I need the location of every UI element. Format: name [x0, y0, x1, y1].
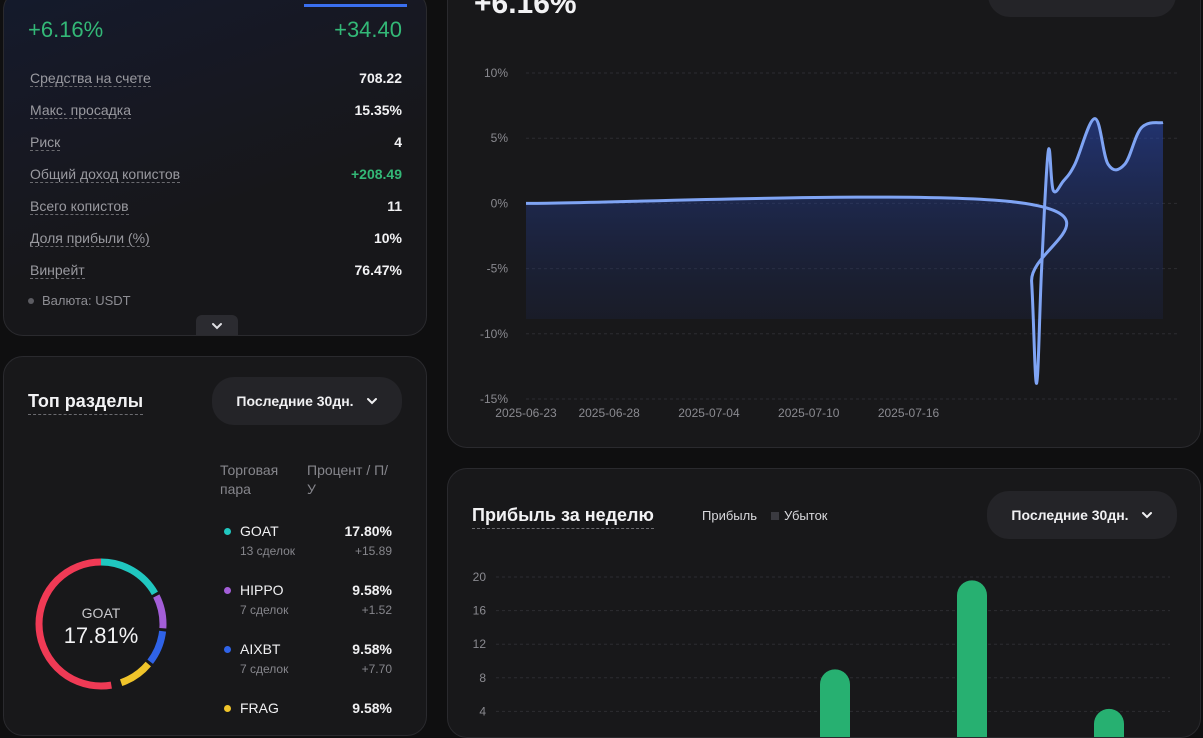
stat-row-copier-income: Общий доход копистов +208.49 — [30, 166, 402, 183]
top-sections-title[interactable]: Топ разделы — [28, 391, 144, 415]
col-header-pct: Процент / П/У — [307, 462, 389, 497]
roi-line-chart: 10% 5% 0% -5% -10% -15%2025-06-23 2025-06-28 20… — [480, 66, 1178, 420]
x-tick-label: 2025-06-28 — [578, 406, 640, 420]
expand-button[interactable] — [196, 315, 238, 335]
x-tick-label: 2025-07-04 — [678, 406, 740, 420]
y-tick-label: 8 — [479, 671, 486, 685]
legend-profit: Прибыль — [702, 508, 757, 523]
x-tick-label: 2025-07-16 — [878, 406, 940, 420]
roi-period-button[interactable] — [988, 0, 1176, 17]
active-tab-indicator — [304, 4, 407, 7]
top-sections-card: Топ разделы Последние 30дн. Торговая пар… — [3, 356, 427, 736]
stat-row-winrate: Винрейт 76.47% — [30, 262, 402, 279]
weekly-profit-bar-chart: 20 16 12 8 4 — [473, 570, 1170, 738]
stat-row-profit-share: Доля прибыли (%) 10% — [30, 230, 402, 247]
pairs-donut-chart — [35, 558, 167, 690]
legend-dot-icon — [224, 528, 231, 535]
roi-line[interactable] — [525, 117, 1164, 385]
stat-row-drawdown: Макс. просадка 15.35% — [30, 102, 402, 119]
roi-value: +6.16% — [28, 17, 104, 42]
y-tick-label: -10% — [480, 327, 508, 341]
y-tick-label: 5% — [491, 131, 509, 145]
y-tick-label: 4 — [479, 704, 486, 718]
y-tick-label: -5% — [487, 262, 509, 276]
x-tick-label: 2025-07-10 — [778, 406, 840, 420]
legend-loss: Убыток — [771, 508, 828, 523]
chevron-down-icon — [1141, 512, 1152, 519]
donut-segment-goat[interactable] — [35, 558, 167, 690]
donut-segment-hippo[interactable] — [35, 558, 167, 690]
legend-dot-icon — [224, 705, 231, 712]
y-tick-label: 20 — [473, 570, 487, 584]
pnl-value: +34.40 — [334, 17, 402, 42]
donut-center-value: 17.81% — [63, 623, 139, 648]
pair-item-frag[interactable]: FRAG 9.58% — [222, 700, 392, 735]
y-tick-label: 10% — [484, 66, 508, 80]
pair-item-hippo[interactable]: HIPPO 7 сделок 9.58% +1.52 — [222, 582, 392, 632]
stats-card: +6.16% +34.40 Средства на счете 708.22 Ма… — [3, 0, 427, 336]
stat-row-copiers: Всего копистов 11 — [30, 198, 402, 215]
roi-header-value: +6.16% — [474, 0, 577, 20]
chevron-down-icon — [366, 398, 377, 405]
chevron-down-icon — [212, 323, 222, 330]
legend-dot-icon — [224, 646, 231, 653]
legend-loss-swatch-icon — [771, 511, 779, 520]
stat-row-balance: Средства на счете 708.22 — [30, 70, 402, 87]
weekly-profit-card: Прибыль за неделю Прибыль Убыток Последн… — [447, 468, 1201, 738]
weekly-period-dropdown[interactable]: Последние 30дн. — [987, 491, 1177, 539]
roi-area — [526, 118, 1164, 384]
y-tick-label: 0% — [491, 196, 509, 210]
legend-dot-icon — [224, 587, 231, 594]
bullet-icon — [28, 297, 34, 304]
weekly-profit-title[interactable]: Прибыль за неделю — [472, 505, 654, 529]
y-tick-label: 16 — [473, 604, 487, 618]
stat-row-risk: Риск 4 — [30, 134, 402, 151]
profit-bar[interactable] — [820, 669, 850, 738]
y-tick-label: 12 — [473, 637, 487, 651]
pair-item-goat[interactable]: GOAT 13 сделок 17.80% +15.89 — [222, 523, 392, 573]
currency-note: Валюта: USDT — [28, 293, 131, 308]
profit-bar[interactable] — [1094, 708, 1124, 738]
x-tick-label: 2025-06-23 — [495, 406, 557, 420]
pair-item-aixbt[interactable]: AIXBT 7 сделок 9.58% +7.70 — [222, 641, 392, 691]
y-tick-label: -15% — [480, 392, 508, 406]
period-dropdown[interactable]: Последние 30дн. — [212, 377, 402, 425]
donut-center-label: GOAT — [81, 605, 121, 621]
profit-bar[interactable] — [957, 580, 987, 738]
col-header-pair: Торговая пара — [220, 462, 279, 497]
roi-chart-card: +6.16% 10% 5% 0% -5% -10% -15% 2025-06-23 2025-… — [447, 0, 1201, 448]
